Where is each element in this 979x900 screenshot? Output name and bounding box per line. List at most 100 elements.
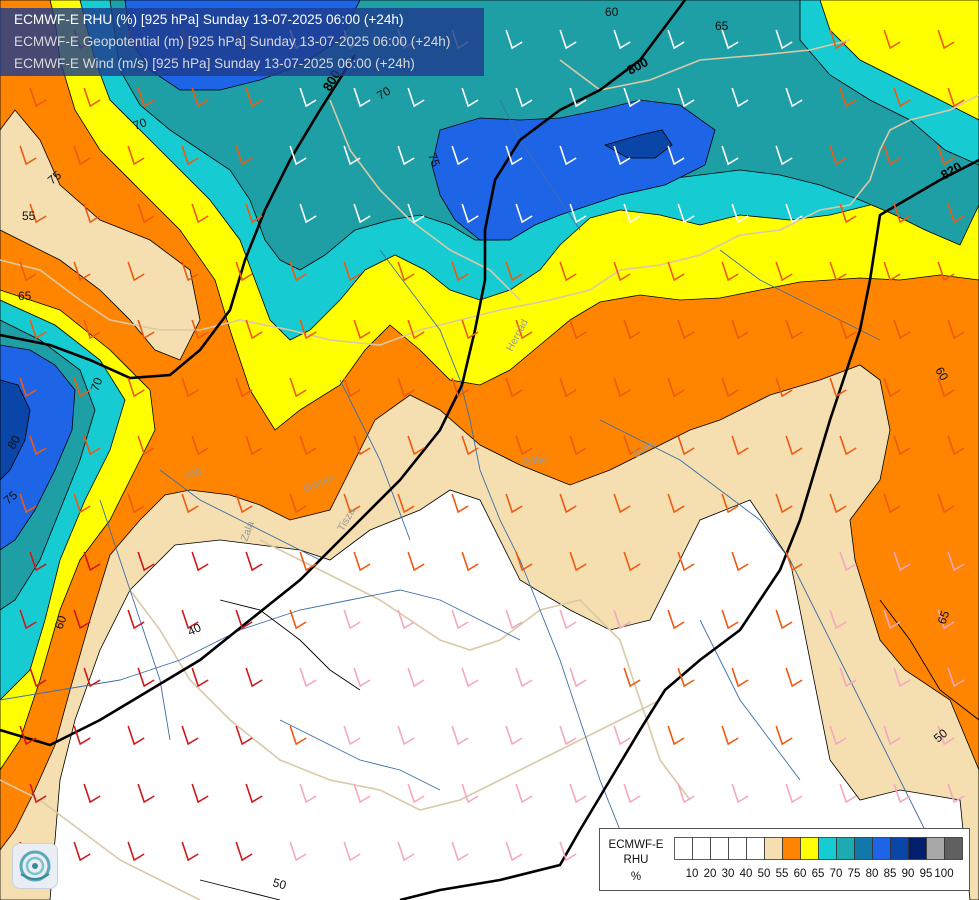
rhu-label: 65 bbox=[715, 19, 729, 33]
wind-barb bbox=[343, 493, 361, 514]
wind-barb bbox=[785, 551, 803, 572]
wind-barb bbox=[667, 145, 685, 166]
wind-barb bbox=[343, 377, 361, 398]
legend-tick-label: 40 bbox=[739, 868, 753, 880]
wind-barb bbox=[137, 87, 155, 108]
title-geopotential: ECMWF-E Geopotential (m) [925 hPa] Sunda… bbox=[14, 34, 451, 49]
wind-barb bbox=[19, 377, 37, 398]
wind-barb bbox=[893, 667, 911, 688]
rhu-label: 75 bbox=[425, 151, 443, 169]
geopotential-820 bbox=[399, 158, 979, 900]
wind-barb bbox=[515, 319, 533, 340]
wind-barb bbox=[947, 203, 965, 224]
rhu-label: 55 bbox=[22, 209, 36, 223]
wind-barb bbox=[137, 667, 155, 688]
legend-swatch bbox=[800, 837, 819, 860]
wind-barb bbox=[893, 783, 911, 804]
wind-barb bbox=[937, 29, 955, 50]
wind-barb bbox=[127, 725, 145, 746]
wind-barb bbox=[299, 783, 317, 804]
wind-barb bbox=[299, 435, 317, 456]
wind-barb bbox=[785, 319, 803, 340]
wind-barb bbox=[235, 261, 253, 282]
wind-barb bbox=[505, 493, 523, 514]
wind-barb bbox=[353, 319, 371, 340]
wind-barb bbox=[947, 667, 965, 688]
legend-title-unit: % bbox=[630, 871, 642, 883]
wind-barb bbox=[839, 551, 857, 572]
wind-barb bbox=[883, 609, 901, 630]
wind-barb bbox=[461, 203, 479, 224]
wind-barb bbox=[235, 841, 253, 862]
wind-barb bbox=[559, 841, 577, 862]
wind-barb bbox=[677, 667, 695, 688]
rhu-area-55-west bbox=[0, 109, 201, 361]
wind-barb bbox=[721, 377, 739, 398]
wind-barb bbox=[397, 841, 415, 862]
wind-barb bbox=[721, 725, 739, 746]
wind-barb bbox=[343, 261, 361, 282]
legend-tick-label: 80 bbox=[865, 868, 879, 880]
wind-barb bbox=[893, 551, 911, 572]
wind-barb bbox=[289, 377, 307, 398]
legend-swatch bbox=[890, 837, 909, 860]
wind-barb bbox=[893, 319, 911, 340]
wind-barb bbox=[397, 609, 415, 630]
wind-barb bbox=[731, 435, 749, 456]
wind-barb bbox=[731, 203, 749, 224]
wind-barb bbox=[407, 667, 425, 688]
wind-barb bbox=[829, 29, 847, 50]
wind-barb bbox=[883, 725, 901, 746]
wind-barb bbox=[937, 725, 955, 746]
wind-barb bbox=[191, 319, 209, 340]
wind-barb bbox=[73, 725, 91, 746]
wind-barb bbox=[353, 783, 371, 804]
legend-color-scale bbox=[674, 837, 963, 860]
ecmwf-logo-icon bbox=[12, 843, 58, 889]
wind-barb bbox=[775, 377, 793, 398]
wind-barb bbox=[775, 29, 793, 50]
wind-barb bbox=[407, 319, 425, 340]
wind-barb bbox=[191, 203, 209, 224]
wind-barb bbox=[667, 609, 685, 630]
wind-barb bbox=[181, 145, 199, 166]
legend-swatch bbox=[728, 837, 747, 860]
wind-barb bbox=[397, 725, 415, 746]
wind-barb bbox=[569, 203, 587, 224]
wind-barb bbox=[559, 261, 577, 282]
wind-barb bbox=[569, 667, 587, 688]
wind-barb bbox=[839, 203, 857, 224]
wind-barb bbox=[137, 551, 155, 572]
rhu-label: 50 bbox=[271, 875, 288, 892]
wind-barb bbox=[343, 609, 361, 630]
wind-barb bbox=[667, 29, 685, 50]
wind-barb bbox=[937, 377, 955, 398]
wind-barb bbox=[947, 783, 965, 804]
rhu-label: 70 bbox=[375, 84, 394, 103]
wind-barb bbox=[181, 725, 199, 746]
legend-tick-label: 30 bbox=[721, 868, 735, 880]
wind-barb bbox=[731, 87, 749, 108]
wind-barb bbox=[893, 87, 911, 108]
wind-barb bbox=[299, 203, 317, 224]
wind-barb bbox=[785, 783, 803, 804]
legend-tick-label: 10 bbox=[685, 868, 699, 880]
wind-barb bbox=[613, 261, 631, 282]
wind-barb bbox=[407, 203, 425, 224]
wind-barb bbox=[775, 609, 793, 630]
legend-swatch bbox=[944, 837, 963, 860]
wind-barb bbox=[785, 87, 803, 108]
wind-barb bbox=[883, 493, 901, 514]
wind-barb bbox=[19, 609, 37, 630]
wind-barb bbox=[397, 261, 415, 282]
wind-barb bbox=[299, 87, 317, 108]
wind-barb bbox=[235, 609, 253, 630]
wind-barb bbox=[829, 145, 847, 166]
wind-barb bbox=[235, 725, 253, 746]
wind-barb bbox=[515, 667, 533, 688]
wind-barb bbox=[461, 435, 479, 456]
wind-barb bbox=[569, 435, 587, 456]
wind-barb bbox=[235, 377, 253, 398]
legend-swatch bbox=[710, 837, 729, 860]
wind-barb bbox=[677, 319, 695, 340]
